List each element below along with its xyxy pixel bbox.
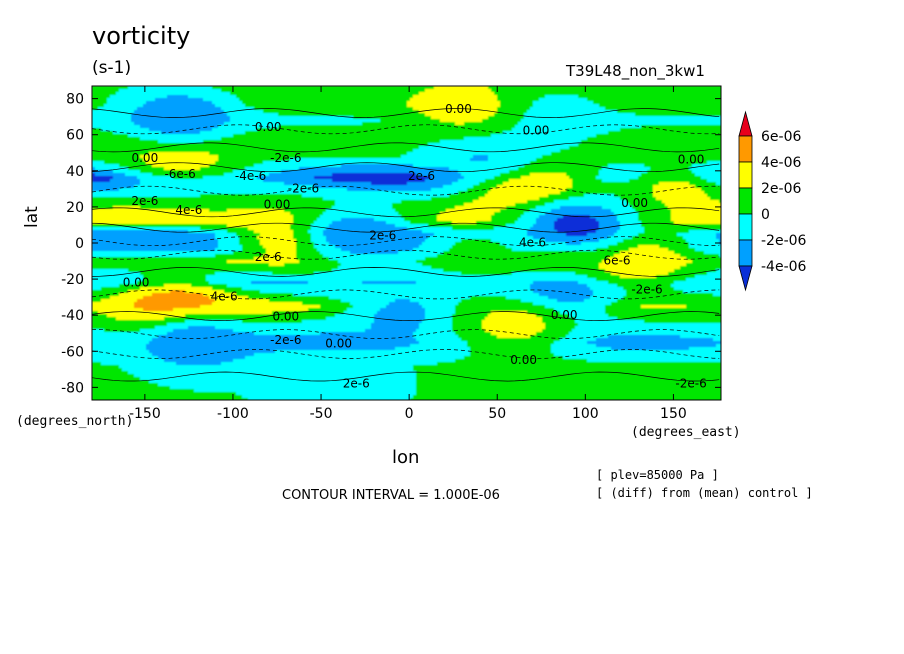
- contour-label: 0.00: [123, 275, 150, 289]
- contour-label: 4e-6: [519, 236, 546, 250]
- y-tick-label: -40: [61, 308, 84, 324]
- colorbar-swatch: [739, 112, 752, 136]
- x-tick-label: -150: [129, 406, 161, 422]
- x-tick-label: 50: [488, 406, 506, 422]
- contour-label: 0.00: [445, 102, 472, 116]
- vorticity-field: [92, 86, 723, 402]
- contour-label: 0.00: [621, 196, 648, 210]
- colorbar-label: 4e-06: [761, 155, 801, 171]
- y-tick-label: 40: [66, 164, 84, 180]
- colorbar-label: -4e-06: [761, 259, 807, 275]
- y-tick-label: 0: [75, 236, 84, 252]
- contour-label: 0.00: [131, 151, 158, 165]
- contour-label: 2e-6: [131, 194, 158, 208]
- colorbar-label: -2e-06: [761, 233, 807, 249]
- contour-label: -2e-6: [270, 333, 301, 347]
- y-axis-label: lat: [22, 206, 42, 228]
- y-tick-label: 60: [66, 128, 84, 144]
- x-tick-label: 150: [660, 406, 687, 422]
- colorbar: 6e-06 4e-06 2e-06 0 -2e-06 -4e-06: [739, 112, 807, 290]
- y-tick-label: -20: [61, 272, 84, 288]
- x-tick-label: -50: [310, 406, 333, 422]
- y-units-note: (degrees_north): [16, 414, 133, 429]
- y-tick-label: 20: [66, 200, 84, 216]
- contour-label: 0.00: [551, 308, 578, 322]
- contour-label: -4e-6: [235, 169, 266, 183]
- y-tick-label: -60: [61, 344, 84, 360]
- colorbar-swatch: [739, 136, 752, 162]
- contour-label: 2e-6: [408, 169, 435, 183]
- contour-label: 0.00: [255, 120, 282, 134]
- contour-label: 0.00: [523, 124, 550, 138]
- chart-title: vorticity: [92, 22, 190, 50]
- contour-label: -2e-6: [631, 283, 662, 297]
- x-tick-label: 0: [405, 406, 414, 422]
- contour-label: 0.00: [264, 198, 291, 212]
- chart-units: (s-1): [92, 58, 131, 78]
- contour-label: -2e-6: [675, 376, 706, 390]
- colorbar-swatch: [739, 214, 752, 240]
- y-tick-label: -80: [61, 380, 84, 396]
- contour-label: 2e-6: [343, 376, 370, 390]
- pressure-level-note: [ plev=85000 Pa ]: [596, 468, 719, 482]
- contour-label: 0.00: [678, 153, 705, 167]
- contour-label: 4e-6: [175, 203, 202, 217]
- contour-label: -6e-6: [164, 167, 195, 181]
- colorbar-swatch: [739, 162, 752, 188]
- contour-label: 2e-6: [369, 228, 396, 242]
- contour-label: 4e-6: [211, 290, 238, 304]
- contour-label: 0.00: [272, 310, 299, 324]
- field-cells: [92, 86, 723, 402]
- colorbar-swatch: [739, 188, 752, 214]
- y-tick-label: 80: [66, 92, 84, 108]
- difference-note: [ (diff) from (mean) control ]: [596, 486, 813, 500]
- x-tick-label: -100: [217, 406, 249, 422]
- x-tick-label: 100: [572, 406, 599, 422]
- colorbar-label: 0: [761, 207, 770, 223]
- colorbar-label: 6e-06: [761, 129, 801, 145]
- contour-interval-note: CONTOUR INTERVAL = 1.000E-06: [282, 488, 500, 503]
- run-name: T39L48_non_3kw1: [566, 62, 705, 80]
- contour-label: 2e-6: [255, 250, 282, 264]
- x-axis-label: lon: [392, 447, 419, 468]
- contour-label: 0.00: [510, 353, 537, 367]
- colorbar-swatch: [739, 266, 752, 290]
- contour-label: 0.00: [325, 337, 352, 351]
- colorbar-swatch: [739, 240, 752, 266]
- contour-label: -2e-6: [270, 151, 301, 165]
- x-units-note: (degrees_east): [631, 425, 741, 440]
- contour-label: -2e-6: [288, 181, 319, 195]
- colorbar-label: 2e-06: [761, 181, 801, 197]
- contour-label: 6e-6: [604, 254, 631, 268]
